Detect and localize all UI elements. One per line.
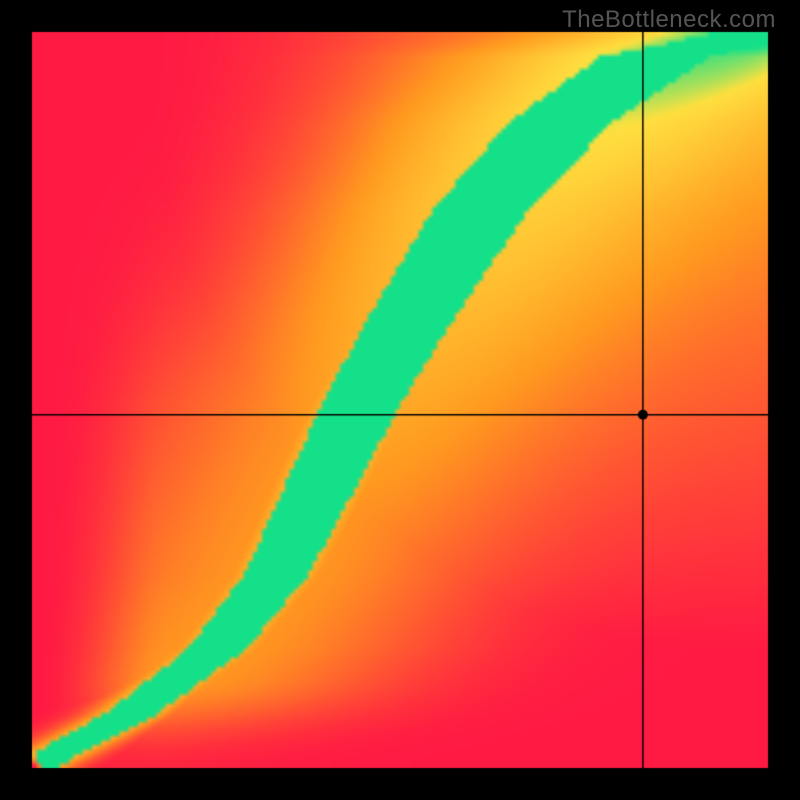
chart-container: TheBottleneck.com — [0, 0, 800, 800]
heatmap-canvas — [0, 0, 800, 800]
watermark-text: TheBottleneck.com — [562, 6, 776, 34]
